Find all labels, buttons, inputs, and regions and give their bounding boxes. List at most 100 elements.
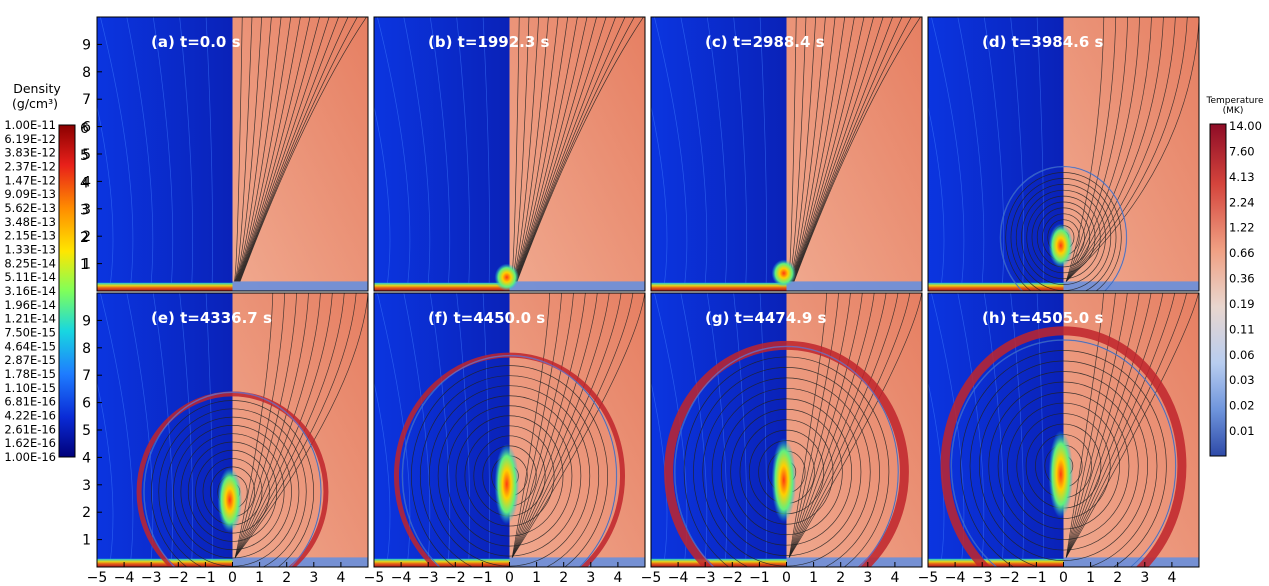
y-tick-label: 3 [82,202,91,218]
density-shock-front [401,354,618,567]
density-field-trace [152,293,174,559]
panel-g: (g) t=4474.9 s [650,292,923,568]
field-line [1065,293,1176,558]
x-tick-label: −4 [114,570,135,586]
field-line [511,293,622,558]
temperature-base-layer [509,557,645,567]
density-field-trace [374,104,391,283]
field-line [511,293,645,558]
panel-a: (a) t=0.0 s [96,16,369,292]
flux-rope-loop [180,433,285,551]
density-field-trace [651,380,668,559]
density-field-trace [456,293,471,559]
density-map [97,17,233,291]
temperature-colorbar-label: 4.13 [1229,170,1255,184]
flux-rope-loop [158,408,307,567]
density-colorbar-label: 6.19E-12 [4,132,56,146]
x-tick-label: 3 [863,570,872,586]
density-field-trace [983,293,1005,559]
x-tick-label: 3 [309,570,318,586]
panel-label: (b) t=1992.3 s [428,33,550,51]
density-field-trace [1010,17,1025,283]
flux-rope-loop [988,381,1139,551]
density-map [374,17,510,291]
density-colorbar-label: 4.22E-16 [4,409,56,423]
temperature-colorbar-label: 0.11 [1229,322,1255,336]
y-tick-label: 2 [82,505,91,521]
density-field-trace [205,293,213,559]
flux-rope-loop [455,415,564,537]
density-shock-front [143,391,322,567]
y-tick-label: 9 [82,313,91,329]
field-line [511,293,586,558]
density-shock-front [950,339,1177,567]
y-tick-label: 4 [82,450,91,466]
temperature-map [786,17,922,291]
density-colorbar-label: 5.62E-13 [4,201,56,215]
y-tick-label: 1 [82,533,91,549]
erupting-plasma [217,467,242,533]
temperature-colorbar-gradient [1209,123,1227,457]
density-field-trace [654,17,688,283]
hot-shell [940,326,1187,567]
field-line [513,17,578,282]
x-tick-label: 4 [613,570,622,586]
flux-rope-loop [693,367,880,567]
x-tick-label: 0 [782,570,791,586]
field-line [1065,17,1128,282]
density-field-trace [179,293,194,559]
field-line [237,17,320,282]
field-line [790,17,846,282]
field-line [511,293,598,558]
flux-rope-loop [739,419,834,525]
field-line [233,17,243,282]
field-line [235,17,272,282]
density-field-trace [733,17,748,283]
flux-rope-loop [683,356,890,567]
panel-label: (d) t=3984.6 s [982,33,1104,51]
density-base-layer [928,282,1064,291]
x-tick-label: 0 [505,570,514,586]
density-colorbar-label: 5.11E-14 [4,270,56,284]
panel-label: (e) t=4336.7 s [151,309,272,327]
flux-rope-loop [419,375,600,567]
density-field-trace [97,104,114,283]
density-field-trace [403,293,431,559]
density-colorbar-tick: 4 [80,175,89,191]
field-line [512,17,549,282]
density-colorbar-label: 1.62E-16 [4,436,56,450]
panel-e: (e) t=4336.7 s [96,292,369,568]
density-field-trace [126,293,154,559]
field-line [515,17,626,282]
panel-frame [650,16,923,292]
field-line [792,17,894,282]
density-shock-front [674,345,899,567]
flux-rope-loop [437,395,582,557]
x-tick-label: −3 [141,570,162,586]
flux-rope-loop [960,350,1167,567]
x-tick-label: −5 [364,570,385,586]
temperature-colorbar-label: 0.66 [1229,246,1255,260]
density-field-trace [374,380,391,559]
density-field-trace [983,17,1005,283]
field-line [1065,17,1199,282]
x-tick-label: 1 [255,570,264,586]
temperature-colorbar-label: 1.22 [1229,221,1255,235]
flux-rope-loop [711,387,862,556]
panels-layer: (a) t=0.0 s (b) t=1992.3 s (c) t=2988.4 s (… [96,16,1200,568]
flux-rope-loop [1021,189,1106,285]
panel-label: (h) t=4505.0 s [982,309,1103,327]
x-tick-label: 2 [836,570,845,586]
density-field-trace [482,17,490,283]
density-colorbar-label: 6.81E-16 [4,395,56,409]
density-colorbar-label: 2.37E-12 [4,160,56,174]
y-tick-label: 4 [82,174,91,190]
density-colorbar-label: 3.48E-13 [4,215,56,229]
field-line [789,17,836,282]
temperature-colorbar-title: Temperature [1205,96,1263,106]
density-field-trace [733,293,748,559]
field-line [237,17,311,282]
flux-rope-loop [464,425,555,527]
flux-rope-loop [173,425,292,559]
x-tick-label: 2 [282,570,291,586]
